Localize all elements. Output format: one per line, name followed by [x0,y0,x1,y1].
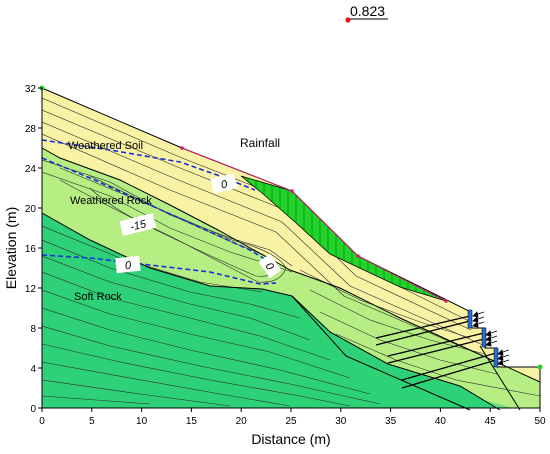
contour-line [335,333,540,397]
anchor-tendon [375,320,471,346]
rainfall-boundary [181,147,447,302]
x-tick-label: 10 [136,416,148,427]
x-tick-label: 35 [385,416,397,427]
toe-boundary [479,345,521,411]
y-tick-label: 4 [30,364,36,375]
x-axis-ticks [41,408,541,412]
rainfall-marker [356,254,360,258]
x-axis-tick-labels: 0 5 10 15 20 25 30 35 40 45 50 [39,416,546,427]
contour-line [42,395,151,405]
rainfall-markers [180,146,448,303]
contour-line [42,379,231,407]
contour-line [42,121,486,347]
anchor-tendon [387,338,485,364]
anchor-head-plate [467,309,473,329]
rainfall-marker [290,189,294,193]
contour-label-text: 0 [220,178,230,191]
y-tick-label: 16 [25,244,37,255]
y-axis-ticks [38,87,42,409]
x-tick-label: 20 [236,416,248,427]
anchor-force-arrows [472,311,510,366]
lower-water-table [41,254,277,285]
anchor-head-plate [493,347,499,368]
x-tick-label: 45 [485,416,497,427]
contour-line [42,239,301,319]
anchor-tendon [401,359,497,389]
y-tick-label: 20 [25,204,37,215]
contour-label: 0 [210,173,238,194]
contour-label: 0 [258,253,282,279]
x-tick-label: 25 [285,416,297,427]
anchor-head-plate [481,327,487,348]
slip-center-dot [345,17,351,23]
contour-label: 0 [115,255,141,274]
rock-softrock-boundary [41,212,501,411]
rainfall-label: Rainfall [240,136,280,150]
y-tick-label: 0 [30,404,36,415]
contour-line [42,255,311,341]
soft-rock-label: Soft Rock [74,291,122,303]
x-axis-title: Distance (m) [251,431,330,447]
right-boundary-marker [537,364,543,370]
factor-of-safety-value: 0.823 [350,3,385,19]
contour-label-text: -15 [129,218,148,234]
weathered-rock-label: Weathered Rock [70,195,152,207]
x-tick-label: 30 [335,416,347,427]
y-axis-title: Elevation (m) [3,207,19,289]
x-tick-label: 15 [186,416,198,427]
x-tick-label: 40 [435,416,447,427]
y-tick-label: 28 [25,124,37,135]
soil-rock-boundary [41,147,541,383]
anchor-tendon [375,315,471,339]
x-tick-label: 0 [39,416,45,427]
perched-water-table [41,157,277,267]
contour-line [42,289,351,379]
contour-line [309,289,486,355]
layer-boundaries [41,147,541,411]
x-tick-label: 5 [89,416,95,427]
anchor-tendon [401,352,497,381]
y-tick-label: 8 [30,324,36,335]
y-tick-label: 12 [25,284,37,295]
contour-label-text: 0 [124,260,132,273]
critical-slip-center: 0.823 [345,3,388,23]
slope-layers [42,88,540,408]
ground-anchors [375,315,497,389]
pore-pressure-labels: 0 -15 0 0 [115,173,282,279]
rainfall-marker [180,146,184,150]
soft-rock-layer [42,213,500,408]
anchor-heads [467,309,499,368]
y-axis-tick-labels: 0 4 8 12 16 20 24 28 32 [25,84,37,415]
contour-line [319,311,498,375]
contour-label: -15 [119,213,157,236]
contour-line [42,271,331,361]
y-tick-label: 32 [25,84,37,95]
bedrock-wedge [292,296,540,408]
y-tick-label: 24 [25,164,37,175]
contour-line [42,325,381,405]
rainfall-marker [444,299,448,303]
contour-line [299,269,471,339]
weathered-soil-label: Weathered Soil [68,140,143,152]
contour-line [42,133,498,363]
contour-line [42,343,351,407]
contour-line [42,307,371,395]
x-tick-label: 50 [534,416,546,427]
anchor-tendon [387,332,485,357]
contour-line [42,361,291,407]
bedrock-boundary [291,295,471,411]
